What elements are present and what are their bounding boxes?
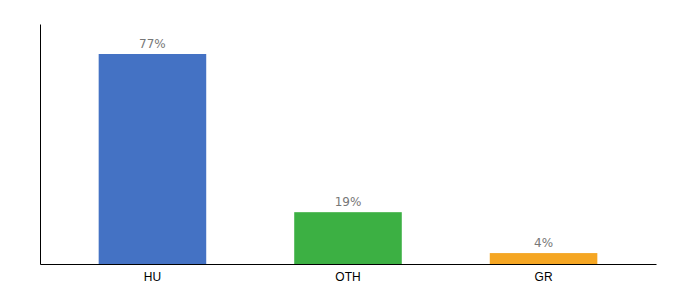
data-label: 4% bbox=[534, 236, 553, 250]
x-tick-label: HU bbox=[144, 270, 161, 284]
plot: HU OTH GR 77% 19% 4% bbox=[41, 25, 657, 284]
data-labels: 77% 19% 4% bbox=[139, 37, 553, 250]
x-tick-label: OTH bbox=[335, 270, 360, 284]
bars bbox=[99, 54, 598, 264]
x-tick: OTH bbox=[335, 270, 360, 284]
y-axis-line bbox=[40, 25, 41, 265]
data-label: 19% bbox=[335, 195, 362, 209]
bar bbox=[490, 253, 598, 264]
bar bbox=[99, 54, 207, 264]
data-label: 77% bbox=[139, 37, 166, 51]
x-tick-label: GR bbox=[535, 270, 553, 284]
x-axis: HU OTH GR bbox=[41, 265, 657, 284]
bar bbox=[294, 212, 402, 264]
x-tick: HU bbox=[144, 270, 161, 284]
x-axis-line bbox=[41, 264, 657, 265]
x-tick: GR bbox=[535, 270, 553, 284]
chart: HU OTH GR 77% 19% 4% bbox=[0, 0, 680, 300]
y-axis bbox=[40, 25, 41, 265]
